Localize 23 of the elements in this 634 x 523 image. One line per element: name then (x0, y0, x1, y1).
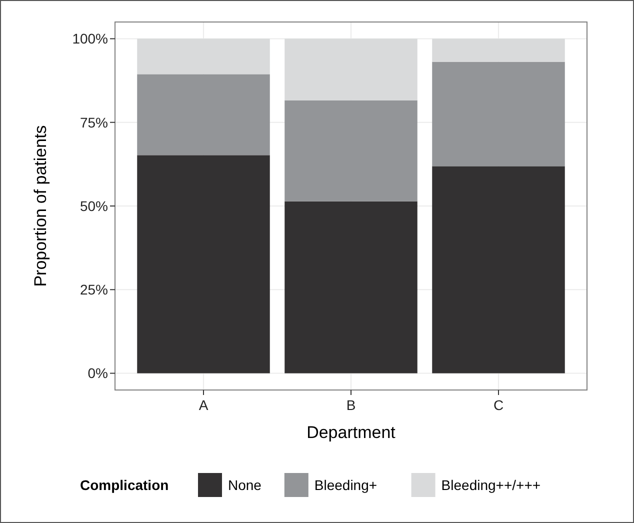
y-tick-label: 100% (72, 30, 108, 47)
y-tick-label: 25% (80, 282, 108, 298)
bar (137, 74, 270, 156)
bar (284, 100, 418, 202)
y-tick-label: 75% (80, 114, 108, 130)
bar (137, 38, 270, 74)
y-tick-label: 0% (88, 365, 108, 382)
legend-label: Bleeding++/+++ (441, 477, 541, 493)
bar (432, 38, 565, 62)
x-tick-label: A (198, 397, 209, 413)
bar (432, 166, 565, 374)
x-tick-label: B (346, 397, 356, 413)
y-axis-title: Proportion of patients (31, 125, 50, 287)
bar (284, 201, 418, 374)
x-axis-title: Department (306, 423, 396, 442)
x-tick-label: C (493, 397, 504, 413)
legend-label: Bleeding+ (314, 477, 378, 493)
bar (137, 155, 270, 374)
legend-label: None (228, 477, 262, 493)
bar (432, 62, 565, 166)
y-tick-label: 50% (80, 198, 108, 214)
legend-title: Complication (80, 477, 169, 493)
bar (284, 38, 418, 100)
